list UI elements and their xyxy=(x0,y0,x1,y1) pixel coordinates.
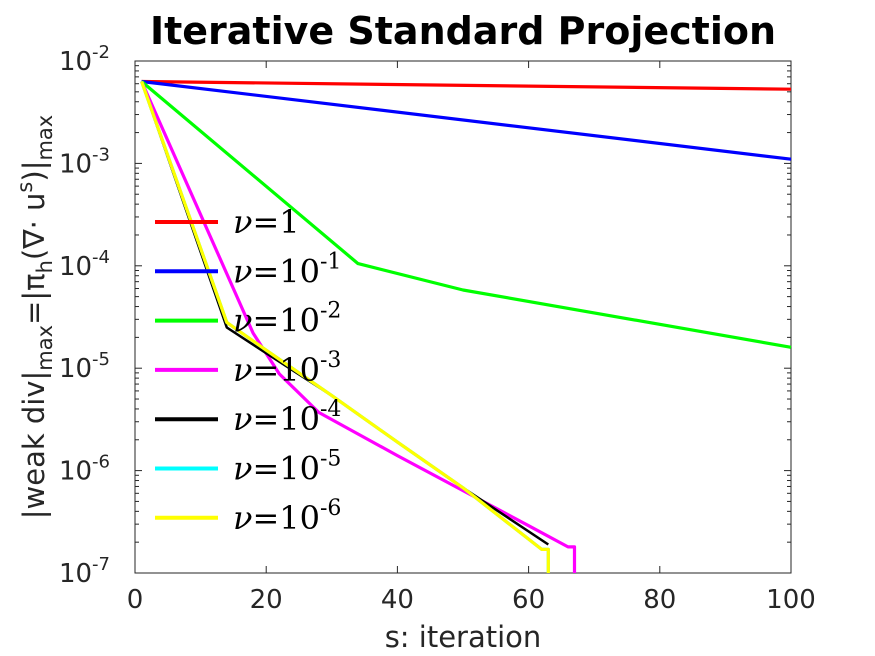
x-tick-label: 0 xyxy=(127,585,144,615)
legend-label-value: =10 xyxy=(252,302,320,340)
y-tick-base: 10 xyxy=(59,457,92,487)
legend-label-symbol: ν xyxy=(233,203,252,241)
x-axis: 0 20 40 60 80 100 xyxy=(127,61,816,615)
legend-label-symbol: ν xyxy=(233,499,252,537)
legend-label-value: =10 xyxy=(252,499,320,537)
y-tick-base: 10 xyxy=(59,354,92,384)
x-tick-label: 60 xyxy=(512,585,545,615)
legend-label-exponent: -2 xyxy=(320,299,341,324)
y-axis-label-part: s xyxy=(13,182,37,193)
series-line-6 xyxy=(140,80,550,573)
y-axis-label-part: h xyxy=(33,260,57,273)
y-axis-label-part: max xyxy=(33,115,57,161)
legend-label-value: =10 xyxy=(252,351,320,389)
y-axis-label: |weak div|max=|πh(∇· us)|max xyxy=(13,115,57,519)
legend-label-3: ν=10-3 xyxy=(233,348,341,389)
y-tick-label: 10-6 xyxy=(59,452,110,487)
legend-label-0: ν=1 xyxy=(233,203,300,241)
legend-label-5: ν=10-5 xyxy=(233,447,341,488)
x-tick-label: 80 xyxy=(643,585,676,615)
legend-label-exponent: -5 xyxy=(320,447,341,472)
y-tick-base: 10 xyxy=(59,47,92,77)
y-axis-label-part: |weak div| xyxy=(17,371,51,520)
y-axis-label-part: max xyxy=(33,325,57,371)
y-tick-base: 10 xyxy=(59,559,92,589)
legend-label-value: =1 xyxy=(252,203,299,241)
series-line-1 xyxy=(141,79,792,161)
legend-label-exponent: -3 xyxy=(320,348,341,373)
y-tick-exponent: -5 xyxy=(92,349,110,370)
legend-label-symbol: ν xyxy=(233,351,252,389)
series-line-0 xyxy=(141,79,792,91)
y-tick-label: 10-5 xyxy=(59,349,110,384)
x-tick-label: 100 xyxy=(766,585,816,615)
y-tick-exponent: -6 xyxy=(92,452,110,473)
legend-label-symbol: ν xyxy=(233,450,252,488)
legend-label-exponent: -4 xyxy=(320,397,341,422)
legend-label-value: =10 xyxy=(252,252,320,290)
y-tick-exponent: -3 xyxy=(92,144,110,165)
y-axis-label-part: )| xyxy=(17,161,51,182)
legend-label-2: ν=10-2 xyxy=(233,299,341,340)
legend-label-value: =10 xyxy=(252,450,320,488)
x-tick-label: 20 xyxy=(250,585,283,615)
y-axis-label-part: (∇· u xyxy=(17,193,51,261)
y-tick-label: 10-2 xyxy=(59,42,110,77)
y-tick-exponent: -4 xyxy=(92,247,110,268)
y-axis: 10-710-610-510-410-310-2 xyxy=(59,42,791,589)
series-line-2 xyxy=(140,80,792,349)
legend-label-value: =10 xyxy=(252,400,320,438)
legend-label-symbol: ν xyxy=(233,400,252,438)
legend-label-6: ν=10-6 xyxy=(233,496,341,537)
y-tick-label: 10-7 xyxy=(59,554,110,589)
y-tick-base: 10 xyxy=(59,252,92,282)
legend-label-exponent: -1 xyxy=(320,249,341,274)
chart-title: Iterative Standard Projection xyxy=(150,9,776,53)
series-layer xyxy=(140,79,792,573)
y-tick-exponent: -2 xyxy=(92,42,110,63)
x-tick-label: 40 xyxy=(381,585,414,615)
legend-label-exponent: -6 xyxy=(320,496,341,521)
y-tick-label: 10-3 xyxy=(59,144,110,179)
legend-label-symbol: ν xyxy=(233,252,252,290)
x-axis-label: s: iteration xyxy=(385,620,542,654)
legend-label-4: ν=10-4 xyxy=(233,397,341,438)
y-tick-exponent: -7 xyxy=(92,554,110,575)
y-tick-base: 10 xyxy=(59,149,92,179)
legend: ν=1ν=10-1ν=10-2ν=10-3ν=10-4ν=10-5ν=10-6 xyxy=(155,203,341,537)
y-axis-label-part: =|π xyxy=(17,273,51,325)
legend-label-symbol: ν xyxy=(233,302,252,340)
legend-label-1: ν=10-1 xyxy=(233,249,341,290)
y-tick-label: 10-4 xyxy=(59,247,110,282)
